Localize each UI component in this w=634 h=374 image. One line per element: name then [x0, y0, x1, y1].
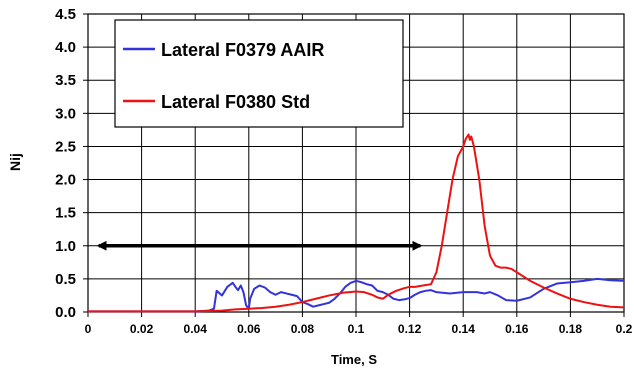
series-line-2: [88, 133, 625, 313]
y-tick-label: 1.5: [55, 205, 76, 222]
x-axis-label: Time, S: [331, 352, 377, 367]
x-tick-label: 0.04: [184, 322, 208, 336]
axes: 0 0.02 0.04 0.06 0.08 0.1 0.12 0.14 0.16 0.18 0.2 0…: [55, 6, 633, 336]
x-tick-label: 0.06: [237, 322, 261, 336]
x-tick-label: 0.08: [291, 322, 315, 336]
series-lines: [88, 133, 625, 313]
y-tick-label: 4.5: [55, 6, 76, 23]
y-tick-label: 1.0: [55, 238, 76, 255]
y-tick-label: 2.0: [55, 172, 76, 189]
y-tick-label: 0.0: [55, 304, 76, 321]
y-tick-label: 3.0: [55, 105, 76, 122]
y-tick-label: 0.5: [55, 271, 76, 288]
x-tick-label: 0: [85, 322, 92, 336]
legend-label: Lateral F0379 AAIR: [161, 40, 324, 60]
y-tick-label: 3.5: [55, 72, 76, 89]
x-tick-label: 0.2: [616, 322, 633, 336]
x-tick-label: 0.02: [130, 322, 154, 336]
y-tick-label: 4.0: [55, 39, 76, 56]
x-tick-label: 0.18: [559, 322, 583, 336]
x-tick-label: 0.12: [398, 322, 422, 336]
y-tick-label: 2.5: [55, 138, 76, 155]
x-tick-label: 0.1: [348, 322, 365, 336]
legend-box: [114, 19, 404, 128]
x-tick-label: 0.14: [452, 322, 476, 336]
y-axis-label: Nij: [7, 153, 23, 171]
x-tick-label: 0.16: [505, 322, 529, 336]
series-line-1: [88, 277, 625, 313]
legend: Lateral F0379 AAIR Lateral F0380 Std: [114, 19, 404, 128]
legend-label: Lateral F0380 Std: [161, 92, 310, 112]
